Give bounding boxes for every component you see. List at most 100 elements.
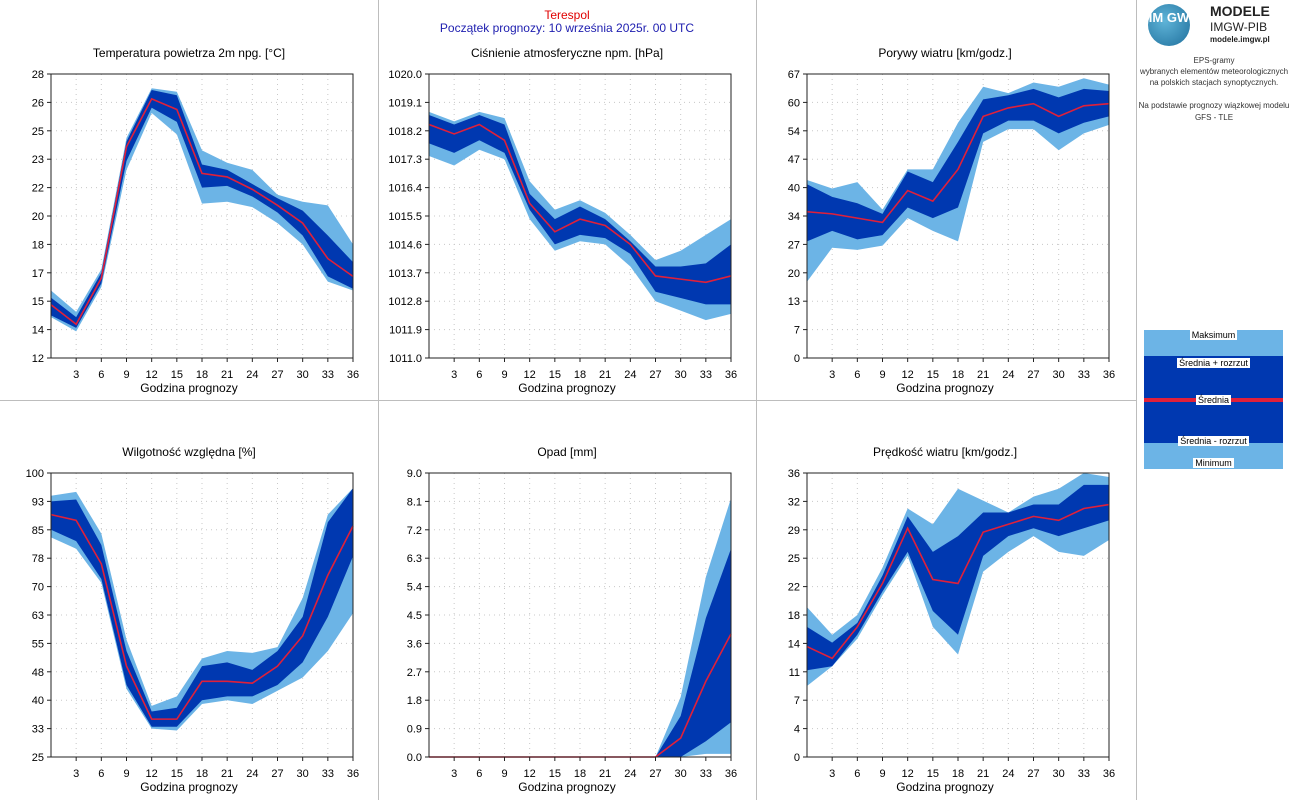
y-tick-label: 4 bbox=[794, 724, 800, 736]
y-tick-label: 4.5 bbox=[407, 610, 422, 622]
x-axis-label: Godzina prognozy bbox=[896, 780, 993, 794]
x-tick-label: 6 bbox=[98, 369, 104, 381]
y-tick-label: 20 bbox=[788, 268, 800, 280]
x-tick-label: 33 bbox=[1078, 768, 1090, 780]
x-tick-label: 36 bbox=[725, 768, 737, 780]
y-tick-label: 2.7 bbox=[407, 667, 422, 679]
description-line: na polskich stacjach synoptycznych. bbox=[1149, 78, 1279, 87]
legend-mean-plus-label: Średnia + rozrzut bbox=[1177, 358, 1250, 368]
description-line: GFS - TLE bbox=[1194, 113, 1234, 122]
y-tick-label: 1013.7 bbox=[388, 268, 422, 280]
x-tick-label: 30 bbox=[297, 369, 309, 381]
y-tick-label: 32 bbox=[788, 496, 800, 508]
y-tick-label: 14 bbox=[32, 325, 44, 337]
chart-title: Ciśnienie atmosferyczne npm. [hPa] bbox=[471, 46, 663, 60]
mean-line bbox=[428, 123, 732, 284]
x-tick-label: 24 bbox=[246, 768, 258, 780]
y-tick-label: 25 bbox=[32, 752, 44, 764]
x-tick-label: 18 bbox=[952, 768, 964, 780]
x-tick-label: 6 bbox=[476, 369, 482, 381]
y-tick-label: 67 bbox=[788, 69, 800, 81]
y-tick-label: 78 bbox=[32, 553, 44, 565]
y-tick-label: 1011.0 bbox=[389, 353, 422, 365]
spread-band bbox=[429, 548, 731, 757]
legend: Maksimum Średnia + rozrzut Średnia Średn… bbox=[1144, 330, 1283, 469]
y-tick-label: 14 bbox=[788, 638, 800, 650]
x-tick-label: 12 bbox=[524, 768, 536, 780]
y-tick-label: 55 bbox=[32, 638, 44, 650]
x-tick-label: 24 bbox=[624, 768, 636, 780]
x-tick-label: 6 bbox=[98, 768, 104, 780]
x-tick-label: 21 bbox=[221, 768, 233, 780]
y-tick-label: 23 bbox=[32, 154, 44, 166]
y-tick-label: 48 bbox=[32, 667, 44, 679]
y-tick-label: 0.0 bbox=[407, 752, 422, 764]
x-tick-label: 12 bbox=[524, 369, 536, 381]
x-tick-label: 21 bbox=[599, 768, 611, 780]
x-tick-label: 12 bbox=[146, 768, 158, 780]
x-tick-label: 3 bbox=[73, 369, 79, 381]
x-tick-label: 6 bbox=[854, 768, 860, 780]
description-line: Na podstawie prognozy wiązkowej modelu bbox=[1138, 101, 1290, 110]
y-tick-label: 22 bbox=[32, 183, 44, 195]
y-tick-label: 11 bbox=[789, 667, 800, 679]
y-tick-label: 1020.0 bbox=[388, 69, 422, 81]
x-tick-label: 36 bbox=[1103, 768, 1115, 780]
legend-max-label: Maksimum bbox=[1189, 330, 1238, 340]
y-tick-label: 15 bbox=[32, 296, 44, 308]
x-tick-label: 12 bbox=[146, 369, 158, 381]
imgw-logo[interactable]: IM GW MODELE IMGW-PIB modele.imgw.pl bbox=[1146, 3, 1286, 47]
description-line: EPS-gramy bbox=[1193, 56, 1235, 65]
y-tick-label: 22 bbox=[788, 582, 800, 594]
x-tick-label: 27 bbox=[649, 768, 661, 780]
y-tick-label: 17 bbox=[32, 268, 44, 280]
y-tick-label: 1015.5 bbox=[388, 211, 422, 223]
x-tick-label: 27 bbox=[271, 768, 283, 780]
y-tick-label: 36 bbox=[788, 468, 800, 480]
y-tick-label: 0 bbox=[794, 353, 800, 365]
x-tick-label: 18 bbox=[574, 369, 586, 381]
x-tick-label: 6 bbox=[854, 369, 860, 381]
y-tick-label: 25 bbox=[788, 553, 800, 565]
y-tick-label: 27 bbox=[788, 239, 800, 251]
y-tick-label: 29 bbox=[788, 525, 800, 537]
x-tick-label: 3 bbox=[451, 768, 457, 780]
x-tick-label: 18 bbox=[952, 369, 964, 381]
x-tick-label: 21 bbox=[599, 369, 611, 381]
x-tick-label: 24 bbox=[624, 369, 636, 381]
x-tick-label: 33 bbox=[322, 768, 334, 780]
y-tick-label: 28 bbox=[32, 69, 44, 81]
y-tick-label: 7.2 bbox=[407, 525, 422, 537]
x-tick-label: 9 bbox=[123, 768, 129, 780]
x-tick-label: 9 bbox=[879, 369, 885, 381]
spread-band bbox=[429, 115, 731, 305]
y-tick-label: 3.6 bbox=[407, 638, 422, 650]
legend-min-label: Minimum bbox=[1193, 458, 1234, 468]
x-tick-label: 18 bbox=[196, 369, 208, 381]
x-tick-label: 3 bbox=[451, 369, 457, 381]
y-tick-label: 20 bbox=[32, 211, 44, 223]
x-tick-label: 12 bbox=[902, 369, 914, 381]
legend-mean-label: Średnia bbox=[1195, 395, 1232, 405]
x-tick-label: 15 bbox=[171, 369, 183, 381]
y-tick-label: 18 bbox=[32, 239, 44, 251]
y-tick-label: 40 bbox=[788, 183, 800, 195]
chart-title: Wilgotność względna [%] bbox=[122, 445, 255, 459]
x-tick-label: 21 bbox=[221, 369, 233, 381]
y-tick-label: 5.4 bbox=[407, 582, 422, 594]
x-tick-label: 33 bbox=[1078, 369, 1090, 381]
y-tick-label: 26 bbox=[32, 97, 44, 109]
y-tick-label: 1011.9 bbox=[389, 325, 422, 337]
mean-line bbox=[806, 102, 1110, 224]
y-tick-label: 1016.4 bbox=[388, 183, 422, 195]
y-tick-label: 6.3 bbox=[407, 553, 422, 565]
chart-title: Prędkość wiatru [km/godz.] bbox=[873, 445, 1017, 459]
x-tick-label: 36 bbox=[347, 369, 359, 381]
eps-charts: Temperatura powietrza 2m npg. [°C] 12 14 15… bbox=[26, 46, 1115, 794]
mean-line bbox=[806, 503, 1110, 660]
y-tick-label: 70 bbox=[32, 582, 44, 594]
y-tick-label: 34 bbox=[788, 211, 800, 223]
x-tick-label: 27 bbox=[271, 369, 283, 381]
y-tick-label: 0 bbox=[794, 752, 800, 764]
y-tick-label: 60 bbox=[788, 97, 800, 109]
